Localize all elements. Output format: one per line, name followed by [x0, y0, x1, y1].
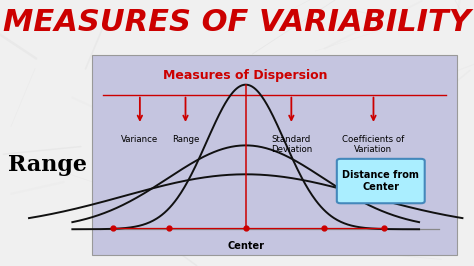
FancyBboxPatch shape	[337, 159, 425, 203]
Text: Measures of Dispersion: Measures of Dispersion	[164, 69, 328, 82]
Text: Standard
Deviation: Standard Deviation	[271, 135, 312, 154]
FancyBboxPatch shape	[92, 55, 457, 255]
Text: Center: Center	[227, 241, 264, 251]
Text: Variance: Variance	[121, 135, 158, 144]
Text: Distance from
Center: Distance from Center	[342, 170, 419, 192]
Text: Range: Range	[172, 135, 199, 144]
Text: Coefficients of
Variation: Coefficients of Variation	[342, 135, 405, 154]
Text: MEASURES OF VARIABILITY: MEASURES OF VARIABILITY	[3, 8, 471, 37]
Text: Range: Range	[8, 154, 87, 176]
